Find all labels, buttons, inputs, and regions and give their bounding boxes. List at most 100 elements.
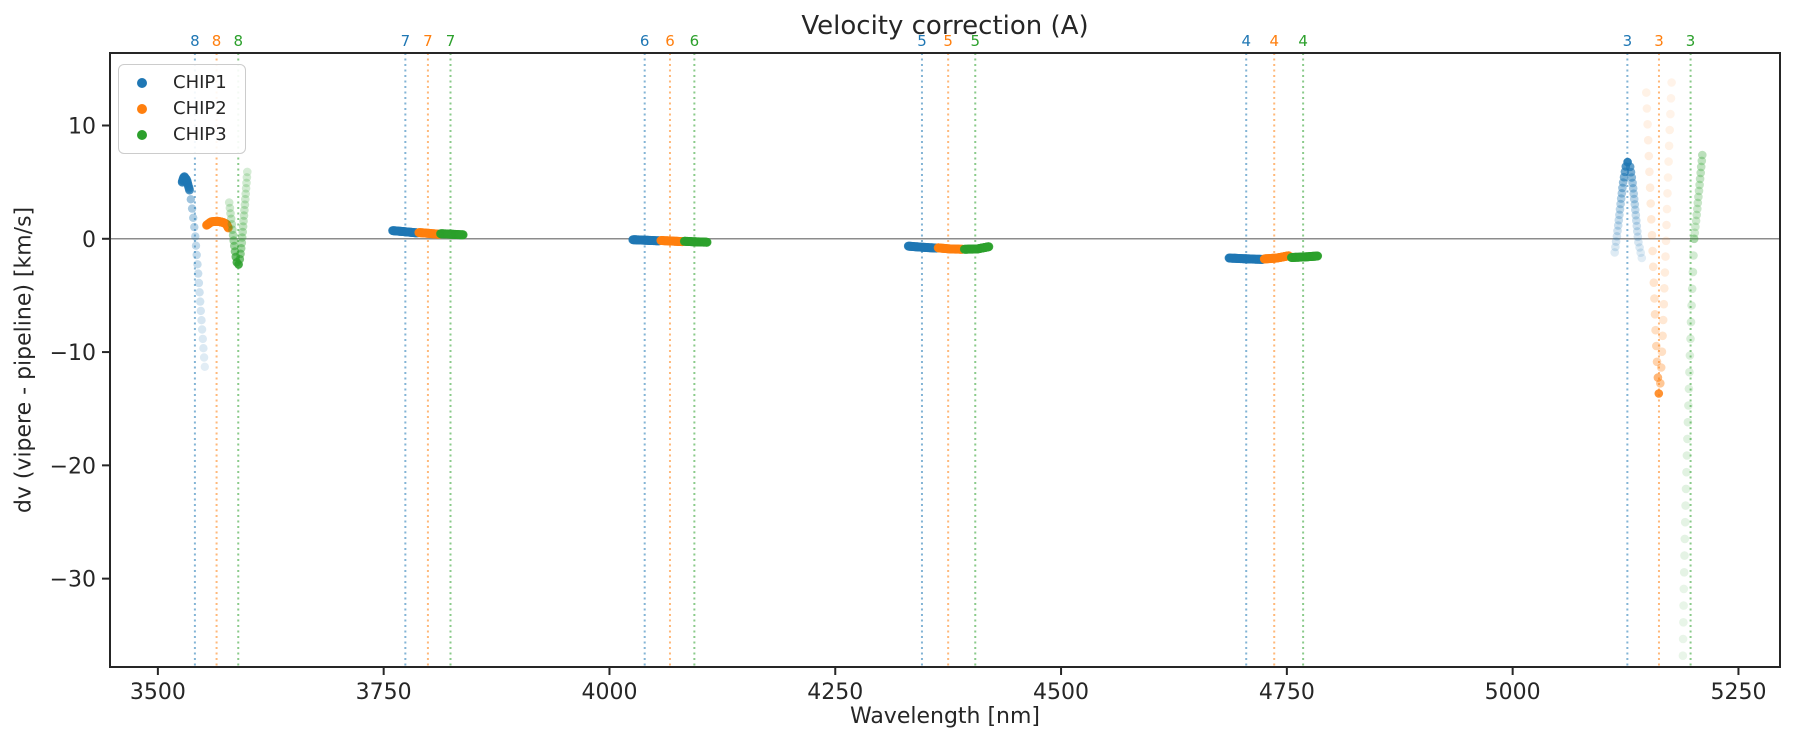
data-point [1664, 141, 1674, 151]
data-point [200, 362, 209, 371]
data-point [1695, 174, 1705, 184]
order-number-label: 7 [423, 32, 433, 50]
data-point [1696, 162, 1706, 172]
data-point [1680, 517, 1690, 527]
data-point [223, 223, 233, 233]
y-axis-label: dv (vipere - pipeline) [km/s] [11, 206, 37, 514]
order-number-label: 4 [1298, 32, 1308, 50]
x-tick-label: 5000 [1485, 680, 1541, 705]
data-point [1698, 150, 1707, 160]
data-point [1614, 215, 1624, 225]
data-point [189, 213, 198, 222]
data-point [240, 200, 250, 209]
data-point [1649, 278, 1659, 288]
order-number-label: 4 [1241, 32, 1251, 50]
data-point [1682, 451, 1692, 460]
y-tick-label: −20 [50, 454, 96, 479]
data-point [1691, 222, 1700, 232]
data-point [1681, 484, 1691, 494]
data-point [1662, 204, 1672, 214]
data-point [1661, 252, 1670, 261]
data-point [1694, 186, 1704, 196]
data-point [1613, 221, 1623, 230]
data-point [1629, 189, 1638, 198]
data-point [1618, 183, 1627, 193]
data-point [239, 216, 248, 226]
order-number-label: 6 [665, 32, 675, 50]
data-point [1647, 230, 1657, 240]
data-point [1628, 178, 1637, 188]
data-point [1691, 216, 1701, 226]
data-point [1616, 199, 1625, 209]
data-point [1684, 384, 1694, 394]
data-point [237, 238, 247, 248]
y-tick-label: 0 [82, 228, 96, 253]
data-point [1679, 584, 1689, 594]
order-number-label: 5 [917, 32, 927, 50]
data-point [1647, 215, 1656, 224]
order-number-label: 6 [690, 32, 700, 50]
plot-spines [109, 52, 1781, 668]
data-point [199, 353, 209, 362]
data-point [1630, 200, 1640, 209]
data-point [227, 220, 237, 229]
data-point [1656, 363, 1666, 372]
chip3-marker-icon [137, 130, 147, 140]
data-point [192, 250, 201, 260]
data-point [1632, 216, 1641, 225]
data-point [1665, 125, 1674, 135]
data-point [1633, 232, 1643, 242]
legend-label: CHIP1 [173, 72, 227, 93]
data-point [1697, 156, 1707, 166]
data-point [224, 198, 234, 207]
data-point [1646, 199, 1655, 208]
data-point [1631, 205, 1640, 215]
order-number-label: 4 [1269, 32, 1279, 50]
data-point [984, 242, 994, 252]
order-number-label: 5 [943, 32, 953, 50]
order-number-label: 3 [1686, 32, 1696, 50]
data-point [1613, 226, 1622, 236]
data-point [1610, 248, 1619, 257]
data-point [191, 232, 200, 241]
data-point [191, 241, 201, 250]
data-point [1686, 334, 1695, 344]
data-point [1615, 210, 1624, 220]
data-point [194, 278, 204, 288]
data-point [197, 325, 207, 334]
data-point [1654, 389, 1664, 398]
x-tick-label: 3750 [356, 680, 412, 705]
data-point [1683, 417, 1693, 427]
data-point [1687, 301, 1696, 310]
x-tick-label: 4500 [1033, 680, 1089, 705]
data-point [1658, 315, 1668, 325]
data-point [1660, 268, 1670, 277]
data-point [1653, 373, 1663, 382]
data-point [1642, 104, 1652, 113]
data-point [190, 222, 199, 232]
data-point [1685, 367, 1694, 377]
chip1-marker-icon [137, 78, 147, 88]
data-point [1652, 341, 1661, 351]
data-point [187, 204, 197, 213]
data-point [225, 203, 235, 213]
data-point [1680, 534, 1690, 544]
data-point [242, 178, 251, 188]
data-point [238, 222, 248, 231]
order-number-label: 3 [1623, 32, 1633, 50]
data-point [241, 194, 250, 204]
data-point [1678, 634, 1688, 644]
data-point [243, 167, 252, 177]
data-point [1695, 180, 1704, 190]
data-point [236, 244, 246, 253]
data-point [229, 236, 238, 245]
data-point [1688, 267, 1698, 277]
data-point [1678, 651, 1688, 660]
data-point [1632, 221, 1642, 231]
data-point [1645, 183, 1655, 192]
order-number-label: 8 [190, 32, 200, 50]
data-point [226, 209, 235, 218]
data-point [1696, 168, 1705, 178]
data-point [228, 230, 238, 240]
data-point [1679, 601, 1688, 610]
